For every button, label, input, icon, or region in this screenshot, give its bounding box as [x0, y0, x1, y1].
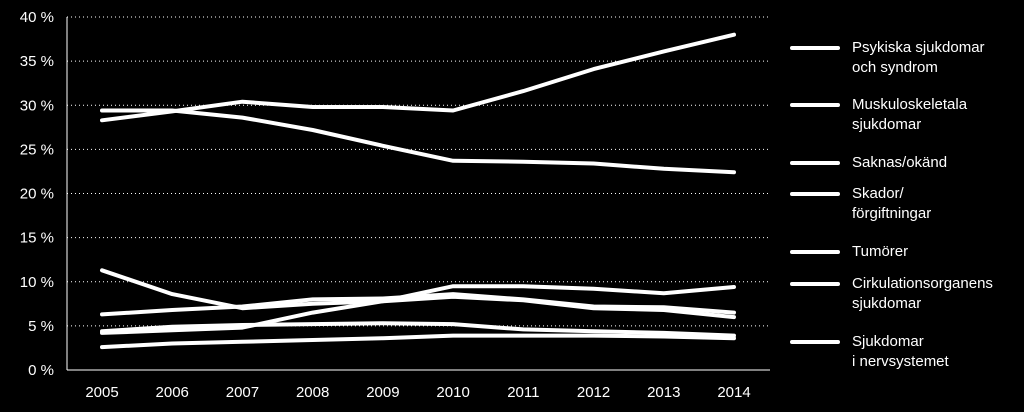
- y-tick-label: 5 %: [28, 318, 54, 335]
- legend-label: sjukdomar: [852, 295, 922, 312]
- legend-swatch: [790, 250, 840, 254]
- legend-label: Muskuloskeletala: [852, 96, 968, 113]
- legend-label: sjukdomar: [852, 116, 922, 133]
- legend-label: förgiftningar: [852, 205, 932, 222]
- y-tick-label: 25 %: [20, 141, 54, 158]
- series-line-4: [100, 321, 736, 338]
- legend-swatch: [790, 340, 840, 344]
- legend-label: i nervsystemet: [852, 353, 949, 370]
- y-tick-label: 15 %: [20, 230, 54, 247]
- series-line-2: [100, 268, 736, 311]
- legend-swatch: [790, 46, 840, 50]
- legend-label: Skador/: [852, 185, 904, 202]
- x-tick-label: 2006: [156, 384, 189, 401]
- legend-swatch: [790, 103, 840, 107]
- y-tick-label: 35 %: [20, 53, 54, 70]
- x-tick-label: 2005: [85, 384, 118, 401]
- x-tick-label: 2014: [717, 384, 750, 401]
- legend-label: Cirkulationsorganens: [852, 275, 993, 292]
- y-tick-label: 0 %: [28, 362, 54, 379]
- x-tick-label: 2009: [366, 384, 399, 401]
- series-lines: [100, 32, 736, 350]
- x-axis-ticks: 2005 2006 2007 2008 2009 2010 2011 2012 2013 2014: [85, 384, 750, 401]
- y-tick-label: 10 %: [20, 274, 54, 291]
- legend-label: Psykiska sjukdomar: [852, 39, 985, 56]
- series-line-3: [100, 292, 736, 317]
- x-tick-label: 2010: [436, 384, 469, 401]
- legend-swatch: [790, 161, 840, 165]
- x-tick-label: 2008: [296, 384, 329, 401]
- gridlines: [66, 16, 770, 371]
- legend-label: och syndrom: [852, 59, 938, 76]
- y-tick-label: 30 %: [20, 97, 54, 114]
- legend-swatch: [790, 192, 840, 196]
- y-tick-label: 20 %: [20, 186, 54, 203]
- legend-label: Saknas/okänd: [852, 154, 948, 171]
- series-line-1: [100, 108, 736, 175]
- series-line-0: [100, 32, 736, 123]
- x-tick-label: 2007: [226, 384, 259, 401]
- legend-swatch: [790, 282, 840, 286]
- y-tick-label: 40 %: [20, 9, 54, 26]
- x-tick-label: 2011: [507, 384, 539, 401]
- legend-label: Sjukdomar: [852, 333, 924, 350]
- series-line-5: [100, 294, 736, 335]
- legend-label: Tumörer: [852, 243, 909, 260]
- y-axis-ticks: 0 % 5 % 10 % 15 % 20 % 25 % 30 % 35 % 40 %: [20, 9, 54, 379]
- series-line-6: [100, 333, 736, 350]
- x-tick-label: 2012: [577, 384, 610, 401]
- x-tick-label: 2013: [647, 384, 680, 401]
